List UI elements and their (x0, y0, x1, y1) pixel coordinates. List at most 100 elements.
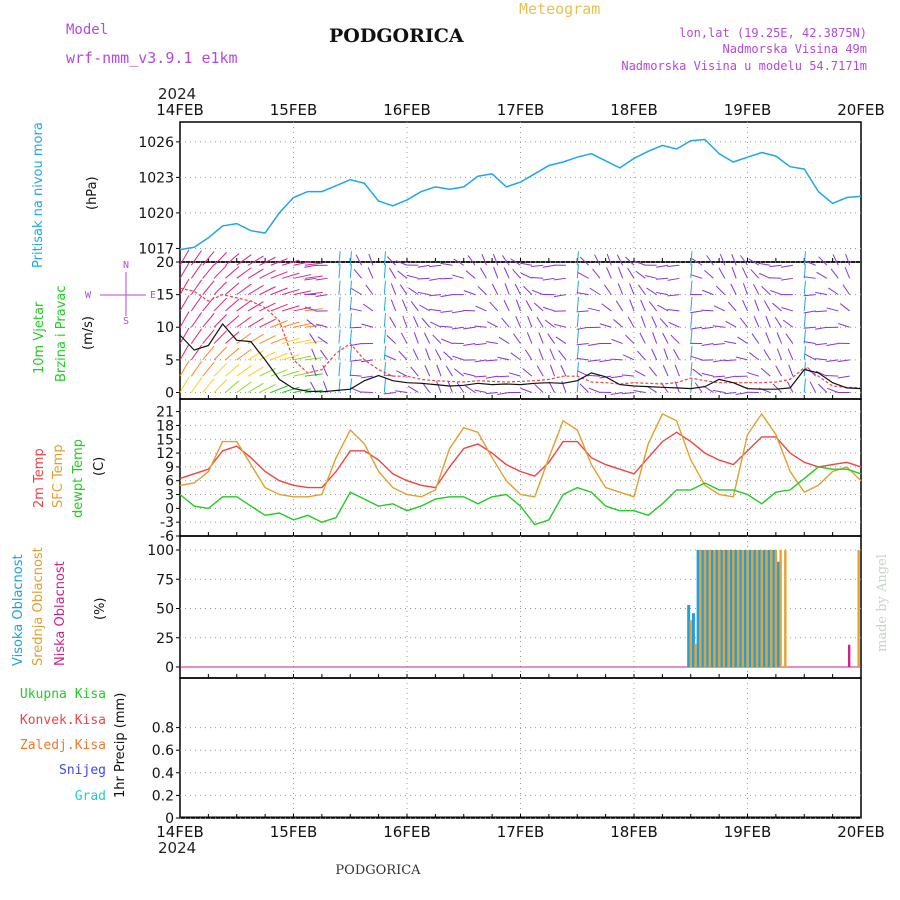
wind-barb (349, 378, 352, 393)
wind-barb (236, 254, 252, 266)
wind-ytick-label: 5 (165, 353, 174, 369)
wind-barb (383, 264, 387, 279)
cloud-high-bar (687, 604, 691, 667)
wind-barb (616, 254, 624, 266)
wind-barb (338, 329, 341, 344)
wind-barb (213, 252, 228, 266)
wind-barb (486, 321, 499, 328)
wind-barb (247, 284, 264, 296)
wind-barb (398, 350, 408, 361)
wind-barb (513, 333, 521, 344)
wind-barb (750, 269, 760, 279)
wind-barb (554, 323, 567, 328)
temperature-ytick-label: 21 (156, 405, 174, 421)
wind-barb (712, 359, 725, 363)
wind-barb (190, 279, 203, 295)
wind-barb (742, 283, 748, 295)
wind-barb (463, 326, 476, 330)
wind-barb (817, 383, 828, 393)
wind-barb (772, 383, 782, 393)
wind-barb (644, 275, 657, 279)
wind-barb (361, 323, 374, 328)
temperature-ytick-label: -3 (160, 515, 174, 531)
wind-barb (361, 375, 374, 379)
cloud-unit: (%) (93, 598, 108, 621)
temperature-ytick-label: 15 (156, 432, 174, 448)
wind-barb (421, 317, 431, 328)
wind-barb (429, 294, 442, 297)
wind-barb (510, 352, 521, 361)
wind-barb (383, 251, 387, 266)
precip-frz-label: Zaledj.Kisa (20, 738, 106, 753)
wind-barb (662, 364, 669, 377)
wind-barb (782, 319, 794, 328)
x-tick-label-top: 15FEB (270, 101, 317, 119)
wind-barb (386, 334, 396, 344)
wind-barb (338, 280, 341, 295)
wind-barb (803, 280, 806, 295)
wind-barb (758, 262, 771, 266)
cloud-high-bar (753, 550, 757, 667)
wind-barb (542, 306, 555, 312)
wind-barb (803, 296, 806, 311)
wind-barb (787, 348, 794, 361)
wind-barb (690, 296, 693, 311)
wind-barb (247, 301, 264, 312)
wind-barb (434, 349, 442, 361)
wind-barb (179, 360, 190, 377)
wind-barb (338, 362, 341, 377)
wind-barb (690, 326, 703, 330)
wind-barb (814, 343, 828, 346)
pressure-ytick-label: 1017 (138, 241, 174, 257)
wind-barb (576, 313, 579, 328)
wind-barb (803, 345, 806, 360)
wind-barb (349, 345, 352, 360)
wind-barb (830, 268, 839, 279)
wind-barb (657, 304, 669, 312)
wind-barb (576, 343, 589, 346)
wind-barb (430, 321, 442, 328)
wind-barb (837, 359, 850, 363)
precip-hail-label: Grad (75, 789, 106, 804)
cloud-mid-bar (765, 550, 768, 667)
wind-barb (534, 383, 544, 393)
wind-barb (803, 276, 816, 279)
wind-barb (690, 310, 703, 314)
x-tick-label-top: 16FEB (383, 101, 430, 119)
wind-barb (497, 375, 510, 378)
cloud-mid-bar (708, 550, 711, 667)
wind-barb (451, 310, 464, 314)
wind-barb (536, 316, 544, 328)
cloud-mid-bar (746, 550, 749, 667)
wind-barb (803, 341, 816, 345)
wind-barb (769, 264, 782, 268)
wind-barb (179, 344, 190, 361)
wind-barb (365, 284, 374, 295)
wind-barb (776, 348, 783, 361)
wind-barb (842, 284, 851, 295)
model-label: Model (66, 22, 108, 38)
wind-barb (474, 325, 487, 328)
wind-barb (463, 343, 476, 346)
cloud-high-bar (734, 550, 738, 667)
wind-barb (503, 299, 510, 312)
wind-barb (826, 359, 839, 362)
wind-barb (662, 332, 669, 344)
wind-barb (236, 365, 252, 377)
wind-barb (383, 329, 387, 344)
wind-barb (447, 381, 453, 393)
wind-barb (395, 260, 408, 266)
wind-barb (349, 362, 352, 377)
wind-barb (724, 375, 737, 379)
wind-barb (413, 332, 419, 344)
wind-barb (304, 306, 317, 312)
wind-barb (701, 309, 714, 312)
wind-barb (383, 296, 387, 311)
wind-barb (225, 315, 240, 328)
wind-barb (485, 359, 498, 362)
wind-barb (213, 362, 228, 377)
wind-barb (465, 270, 476, 279)
cloud-mid-bar (755, 550, 759, 667)
wind-barb (236, 316, 252, 328)
